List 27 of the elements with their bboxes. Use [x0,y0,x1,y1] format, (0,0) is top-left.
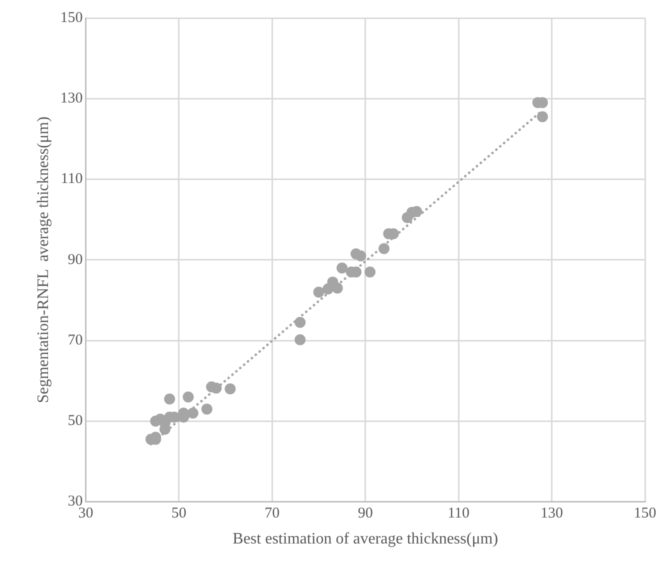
point [313,286,324,298]
x-tick-label: 150 [634,506,656,522]
point [187,408,198,419]
x-tick-label: 70 [264,506,280,522]
x-tick-label: 110 [448,506,470,522]
y-axis-title: Segmentation-RNFL average thickness(μm) [34,116,52,404]
point [201,404,212,415]
point [294,334,306,346]
y-tick-label: 130 [60,90,83,107]
point [364,266,376,278]
point [182,391,194,402]
x-tick-label: 90 [358,506,373,522]
x-tick-label: 30 [78,506,94,522]
x-tick-label: 130 [540,506,564,522]
point [224,383,236,394]
point [294,316,306,328]
y-tick-label: 150 [60,10,83,26]
y-tick-label: 70 [68,332,83,348]
y-tick-label: 90 [68,252,83,268]
y-tick-label: 50 [68,413,83,430]
point [336,262,348,274]
y-tick-label: 110 [60,171,83,188]
x-tick-label: 50 [171,506,186,522]
x-axis-title: Best estimation of average thickness(μm) [232,530,498,548]
point [355,250,366,262]
point [164,393,176,404]
point [536,111,548,122]
